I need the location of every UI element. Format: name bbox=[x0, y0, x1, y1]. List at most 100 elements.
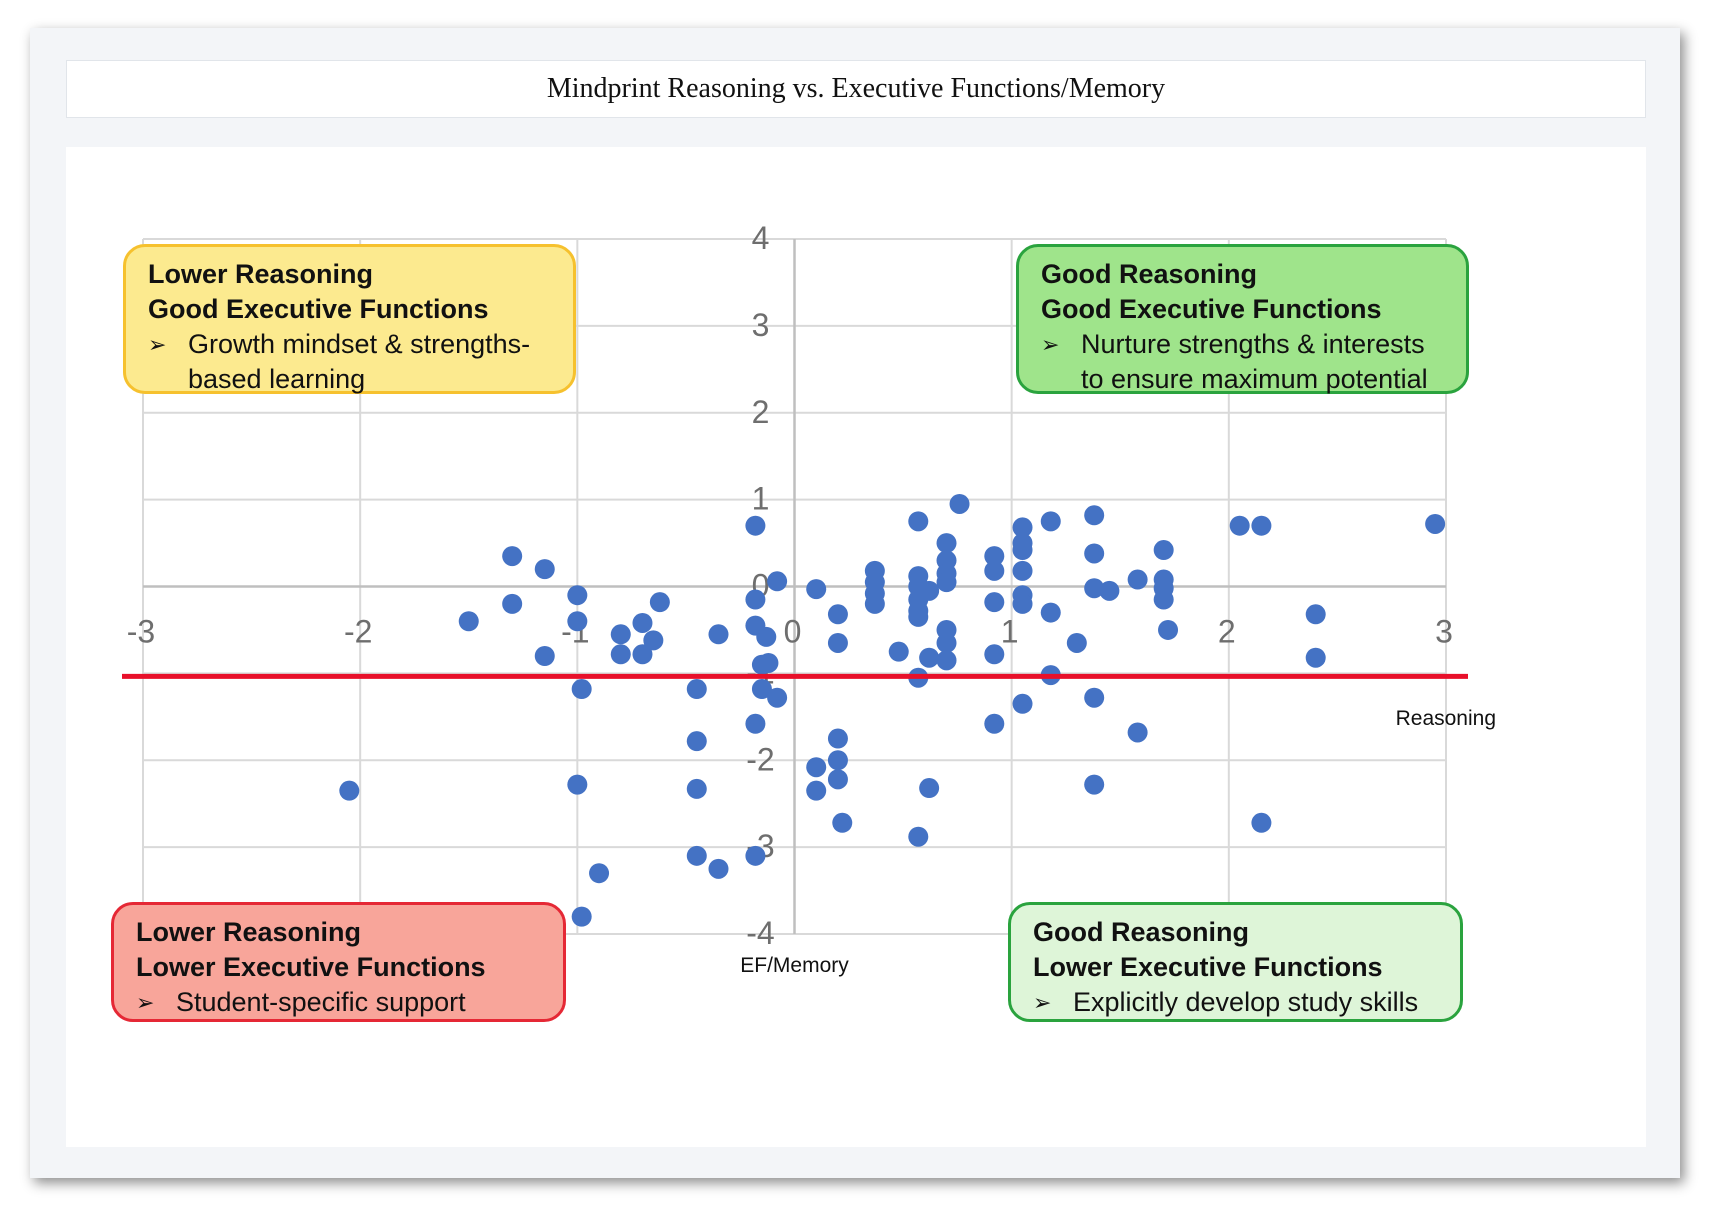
data-point bbox=[936, 632, 957, 653]
data-point bbox=[686, 731, 707, 752]
data-point bbox=[949, 493, 970, 514]
data-point bbox=[1040, 602, 1061, 623]
data-point bbox=[936, 533, 957, 554]
x-tick-label: 1 bbox=[1001, 614, 1019, 650]
quadrant-subheading: Lower Executive Functions bbox=[136, 952, 486, 982]
data-point bbox=[567, 611, 588, 632]
y-tick-label: -2 bbox=[746, 741, 774, 777]
y-tick-label: 3 bbox=[752, 307, 770, 343]
quadrant-box-top-left: Lower Reasoning Good Executive Functions… bbox=[123, 244, 576, 394]
quadrant-bullet: ➢ Student-specific support bbox=[136, 985, 545, 1020]
data-point bbox=[1066, 632, 1087, 653]
data-point bbox=[1099, 580, 1120, 601]
data-point bbox=[984, 592, 1005, 613]
data-point bbox=[1012, 593, 1033, 614]
data-point bbox=[567, 774, 588, 795]
data-point bbox=[1158, 619, 1179, 640]
data-point bbox=[1040, 511, 1061, 532]
axes bbox=[143, 239, 1446, 934]
data-point bbox=[827, 632, 848, 653]
y-tick-label: 1 bbox=[752, 481, 770, 517]
data-point bbox=[1229, 515, 1250, 536]
data-point bbox=[767, 687, 788, 708]
data-point bbox=[1084, 774, 1105, 795]
data-point bbox=[1305, 647, 1326, 668]
quadrant-bullet-text: Student-specific support bbox=[176, 987, 466, 1017]
data-point bbox=[984, 560, 1005, 581]
bullet-arrow-icon: ➢ bbox=[1041, 332, 1060, 357]
data-point bbox=[1084, 543, 1105, 564]
data-point bbox=[1084, 687, 1105, 708]
data-point bbox=[745, 713, 766, 734]
bullet-arrow-icon: ➢ bbox=[148, 332, 167, 357]
data-point bbox=[1251, 515, 1272, 536]
data-point bbox=[1153, 589, 1174, 610]
x-tick-label: -2 bbox=[344, 614, 372, 650]
x-axis-label: Reasoning bbox=[1396, 707, 1496, 730]
data-point bbox=[767, 571, 788, 592]
quadrant-box-bottom-right: Good Reasoning Lower Executive Functions… bbox=[1008, 902, 1463, 1022]
data-point bbox=[1305, 604, 1326, 625]
data-point bbox=[502, 546, 523, 567]
data-point bbox=[1012, 560, 1033, 581]
data-point bbox=[1012, 517, 1033, 538]
data-point bbox=[571, 679, 592, 700]
data-point bbox=[610, 644, 631, 665]
data-point bbox=[984, 644, 1005, 665]
y-tick-label: -4 bbox=[746, 915, 774, 951]
quadrant-heading: Lower Reasoning bbox=[136, 917, 362, 947]
data-point bbox=[571, 906, 592, 927]
data-point bbox=[888, 641, 909, 662]
quadrant-bullet: ➢ Explicitly develop study skills bbox=[1033, 985, 1442, 1020]
data-point bbox=[632, 612, 653, 633]
y-tick-label: 4 bbox=[752, 220, 770, 256]
data-point bbox=[686, 679, 707, 700]
data-point bbox=[827, 728, 848, 749]
data-point bbox=[610, 624, 631, 645]
chart-frame: Mindprint Reasoning vs. Executive Functi… bbox=[30, 28, 1680, 1178]
data-point bbox=[827, 750, 848, 771]
quadrant-bullet-text: Nurture strengths & interests to ensure … bbox=[1081, 329, 1428, 394]
data-point bbox=[1127, 569, 1148, 590]
quadrant-heading: Lower Reasoning bbox=[148, 259, 374, 289]
quadrant-bullet: ➢ Growth mindset & strengths-based learn… bbox=[148, 327, 555, 397]
quadrant-subheading: Lower Executive Functions bbox=[1033, 952, 1383, 982]
data-point bbox=[919, 778, 940, 799]
data-point bbox=[458, 611, 479, 632]
data-point bbox=[919, 580, 940, 601]
data-point bbox=[502, 593, 523, 614]
data-point bbox=[984, 546, 1005, 567]
quadrant-box-bottom-left: Lower Reasoning Lower Executive Function… bbox=[111, 902, 566, 1022]
data-point bbox=[1084, 578, 1105, 599]
x-tick-label: 0 bbox=[784, 614, 802, 650]
data-point bbox=[756, 626, 777, 647]
x-tick-label: 2 bbox=[1218, 614, 1236, 650]
x-tick-label: -3 bbox=[127, 614, 155, 650]
data-point bbox=[567, 585, 588, 606]
data-point bbox=[827, 604, 848, 625]
data-point bbox=[832, 812, 853, 833]
quadrant-bullet-text: Growth mindset & strengths-based learnin… bbox=[188, 329, 531, 394]
data-point bbox=[745, 845, 766, 866]
data-point bbox=[1153, 540, 1174, 561]
data-point bbox=[1127, 722, 1148, 743]
data-point bbox=[632, 644, 653, 665]
quadrant-subheading: Good Executive Functions bbox=[148, 294, 489, 324]
quadrant-bullet: ➢ Nurture strengths & interests to ensur… bbox=[1041, 327, 1448, 397]
data-point bbox=[1251, 812, 1272, 833]
data-point bbox=[806, 579, 827, 600]
data-point bbox=[984, 713, 1005, 734]
data-point bbox=[908, 606, 929, 627]
data-point bbox=[751, 679, 772, 700]
quadrant-box-top-right: Good Reasoning Good Executive Functions … bbox=[1016, 244, 1469, 394]
data-point bbox=[908, 511, 929, 532]
data-point bbox=[806, 780, 827, 801]
chart-title: Mindprint Reasoning vs. Executive Functi… bbox=[66, 60, 1646, 118]
data-point bbox=[1425, 513, 1446, 534]
data-point bbox=[708, 624, 729, 645]
y-axis-label: EF/Memory bbox=[740, 954, 849, 977]
data-point bbox=[534, 646, 555, 666]
quadrant-bullet-text: Explicitly develop study skills bbox=[1073, 987, 1419, 1017]
data-point bbox=[1012, 693, 1033, 714]
data-point bbox=[908, 826, 929, 847]
